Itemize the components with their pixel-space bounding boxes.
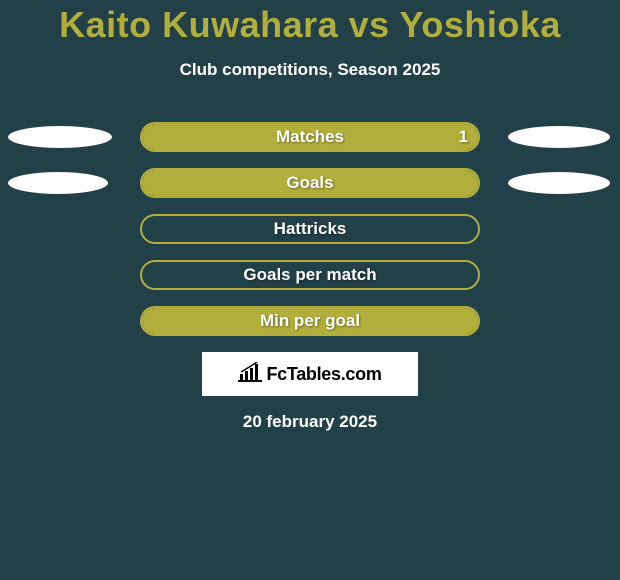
stat-row: Goals per match	[0, 260, 620, 290]
stat-row: Hattricks	[0, 214, 620, 244]
stat-label: Min per goal	[142, 308, 478, 334]
stat-bar: Min per goal	[140, 306, 480, 336]
stats-container: Matches1 Goals Hattricks Goals per match Min…	[0, 122, 620, 336]
stat-row: Matches1	[0, 122, 620, 152]
right-value-pill	[508, 126, 610, 148]
fctables-chart-icon	[238, 362, 262, 387]
left-value-pill	[8, 172, 108, 194]
stat-label: Goals	[142, 170, 478, 196]
stat-bar: Matches1	[140, 122, 480, 152]
left-value-pill	[8, 126, 112, 148]
stat-label: Goals per match	[142, 262, 478, 288]
stat-label: Matches	[142, 124, 478, 150]
right-value-pill	[508, 172, 610, 194]
brand-logo-box: FcTables.com	[202, 352, 418, 396]
stat-label: Hattricks	[142, 216, 478, 242]
stat-row: Min per goal	[0, 306, 620, 336]
stat-value-right: 1	[459, 124, 468, 150]
stat-bar: Goals per match	[140, 260, 480, 290]
comparison-subtitle: Club competitions, Season 2025	[0, 60, 620, 80]
stat-bar: Hattricks	[140, 214, 480, 244]
brand-logo-text: FcTables.com	[266, 364, 381, 385]
generation-date: 20 february 2025	[0, 412, 620, 432]
stat-bar: Goals	[140, 168, 480, 198]
stat-row: Goals	[0, 168, 620, 198]
comparison-title: Kaito Kuwahara vs Yoshioka	[0, 0, 620, 46]
